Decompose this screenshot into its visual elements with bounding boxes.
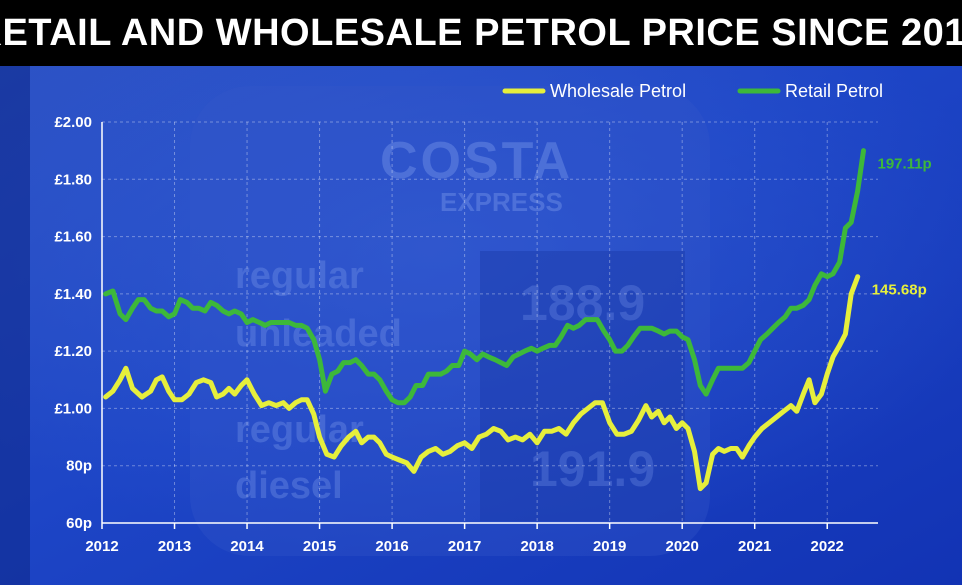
y-tick-label: 80p [66, 458, 92, 475]
legend-label-wholesale: Wholesale Petrol [550, 81, 686, 101]
x-tick-label: 2022 [811, 538, 844, 555]
end-labels: 145.68p 197.11p [872, 156, 932, 299]
x-tick-label: 2019 [593, 538, 626, 555]
series-line-retail-petrol [103, 148, 866, 406]
x-tick-label: 2016 [375, 538, 408, 555]
legend-label-retail: Retail Petrol [785, 81, 883, 101]
x-tick-label: 2012 [85, 538, 118, 555]
y-tick-label: £1.40 [54, 286, 92, 303]
y-tick-label: £1.60 [54, 229, 92, 246]
x-tick-label: 2020 [665, 538, 698, 555]
y-tick-label: £2.00 [54, 114, 92, 131]
axes: 60p 80p £1.00 £1.20 £1.40 £1.60 £1.80 £2.00 2012… [54, 114, 878, 555]
y-tick-label: £1.00 [54, 400, 92, 417]
x-tick-label: 2014 [230, 538, 264, 555]
x-tick-label: 2017 [448, 538, 481, 555]
y-tick-label: £1.80 [54, 171, 92, 188]
background-price-display-2: 191.9 [530, 441, 655, 497]
y-tick-label: 60p [66, 515, 92, 532]
legend: Wholesale Petrol Retail Petrol [502, 81, 883, 101]
end-value-label-retail-petrol: 197.11p [877, 156, 931, 173]
x-tick-label: 2015 [303, 538, 336, 555]
background-logo-main: COSTA [380, 132, 573, 190]
end-value-label-wholesale-petrol: 145.68p [872, 282, 927, 299]
series-line-wholesale-petrol [103, 274, 861, 492]
background-logo-sub: EXPRESS [440, 187, 563, 217]
x-tick-label: 2013 [158, 538, 191, 555]
series-lines [103, 148, 866, 492]
background-sign-line-1: regular [235, 255, 364, 297]
x-tick-label: 2018 [520, 538, 553, 555]
line-chart: COSTA EXPRESS regular unleaded regular d… [0, 66, 962, 585]
background-sign-line-4: diesel [235, 465, 343, 507]
y-tick-label: £1.20 [54, 343, 92, 360]
x-tick-label: 2021 [738, 538, 771, 555]
chart-title: RETAIL AND WHOLESALE PETROL PRICE SINCE … [0, 0, 962, 66]
background-photo: COSTA EXPRESS regular unleaded regular d… [0, 66, 962, 585]
